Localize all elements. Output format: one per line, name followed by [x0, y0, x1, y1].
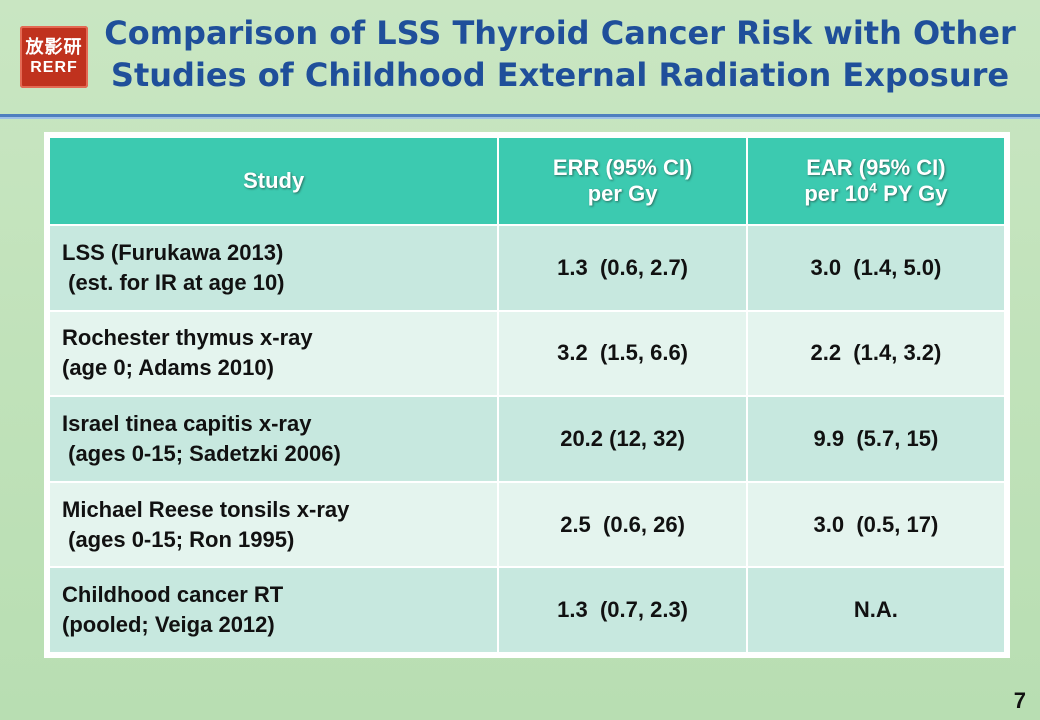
study-name: LSS (Furukawa 2013) — [62, 239, 284, 265]
ear-cell: 3.0 (0.5, 17) — [745, 480, 1007, 569]
header-ear-per: per 10 — [804, 181, 870, 206]
header-ear-line2: per 104 PY Gy — [749, 181, 1003, 207]
study-cell: LSS (Furukawa 2013) (est. for IR at age … — [47, 224, 500, 312]
page-number: 7 — [1013, 688, 1026, 713]
study-cell: Michael Reese tonsils x-ray (ages 0-15; … — [47, 480, 500, 569]
study-name: Rochester thymus x-ray — [62, 325, 313, 351]
err-cell: 1.3 (0.6, 2.7) — [497, 224, 748, 312]
study-cell: Israel tinea capitis x-ray (ages 0-15; S… — [47, 395, 500, 483]
logo-latin: RERF — [30, 59, 78, 76]
study-name: Childhood cancer RT — [62, 582, 284, 608]
ear-cell: 3.0 (1.4, 5.0) — [745, 224, 1007, 312]
header-study: Study — [47, 136, 500, 226]
title-divider — [0, 114, 1040, 117]
slide-title-line1: Comparison of LSS Thyroid Cancer Risk wi… — [104, 14, 1016, 52]
err-cell: 2.5 (0.6, 26) — [497, 480, 748, 569]
header-ear-line1: EAR (95% CI) — [806, 155, 946, 180]
study-detail: (est. for IR at age 10) — [62, 269, 285, 295]
header-err-line2: per Gy — [587, 181, 658, 206]
study-detail: (ages 0-15; Ron 1995) — [62, 526, 295, 552]
study-cell: Rochester thymus x-ray (age 0; Adams 2010… — [47, 309, 500, 398]
rerf-logo: 放影研 RERF — [20, 26, 88, 88]
logo-kanji: 放影研 — [25, 37, 83, 58]
table-row: Israel tinea capitis x-ray (ages 0-15; S… — [47, 395, 1007, 483]
comparison-table-container: Study ERR (95% CI) per Gy EAR (95% CI) p… — [44, 132, 1010, 658]
study-detail: (pooled; Veiga 2012) — [62, 612, 275, 638]
header-ear: EAR (95% CI) per 104 PY Gy — [745, 136, 1007, 226]
table-row: Michael Reese tonsils x-ray (ages 0-15; … — [47, 480, 1007, 569]
header-err: ERR (95% CI) per Gy — [497, 136, 748, 226]
slide-title: Comparison of LSS Thyroid Cancer Risk wi… — [100, 12, 1020, 96]
header-ear-unit: PY Gy — [876, 181, 948, 206]
comparison-table: Study ERR (95% CI) per Gy EAR (95% CI) p… — [47, 136, 1007, 654]
study-name: Michael Reese tonsils x-ray — [62, 496, 350, 522]
err-cell: 1.3 (0.7, 2.3) — [497, 566, 748, 654]
study-detail: (ages 0-15; Sadetzki 2006) — [62, 440, 341, 466]
ear-cell: 2.2 (1.4, 3.2) — [745, 309, 1007, 398]
table-row: Rochester thymus x-ray (age 0; Adams 2010… — [47, 309, 1007, 398]
table-header-row: Study ERR (95% CI) per Gy EAR (95% CI) p… — [47, 136, 1007, 226]
ear-cell: 9.9 (5.7, 15) — [745, 395, 1007, 483]
table-row: LSS (Furukawa 2013) (est. for IR at age … — [47, 224, 1007, 312]
study-name: Israel tinea capitis x-ray — [62, 410, 312, 436]
study-detail: (age 0; Adams 2010) — [62, 355, 274, 381]
err-cell: 3.2 (1.5, 6.6) — [497, 309, 748, 398]
study-cell: Childhood cancer RT (pooled; Veiga 2012) — [47, 566, 500, 654]
table-row: Childhood cancer RT (pooled; Veiga 2012) … — [47, 566, 1007, 654]
header-err-line1: ERR (95% CI) — [552, 155, 693, 180]
ear-cell: N.A. — [745, 566, 1007, 654]
err-cell: 20.2 (12, 32) — [497, 395, 748, 483]
header-ear-exponent: 4 — [869, 179, 877, 196]
slide-title-line2: Studies of Childhood External Radiation … — [110, 56, 1010, 94]
